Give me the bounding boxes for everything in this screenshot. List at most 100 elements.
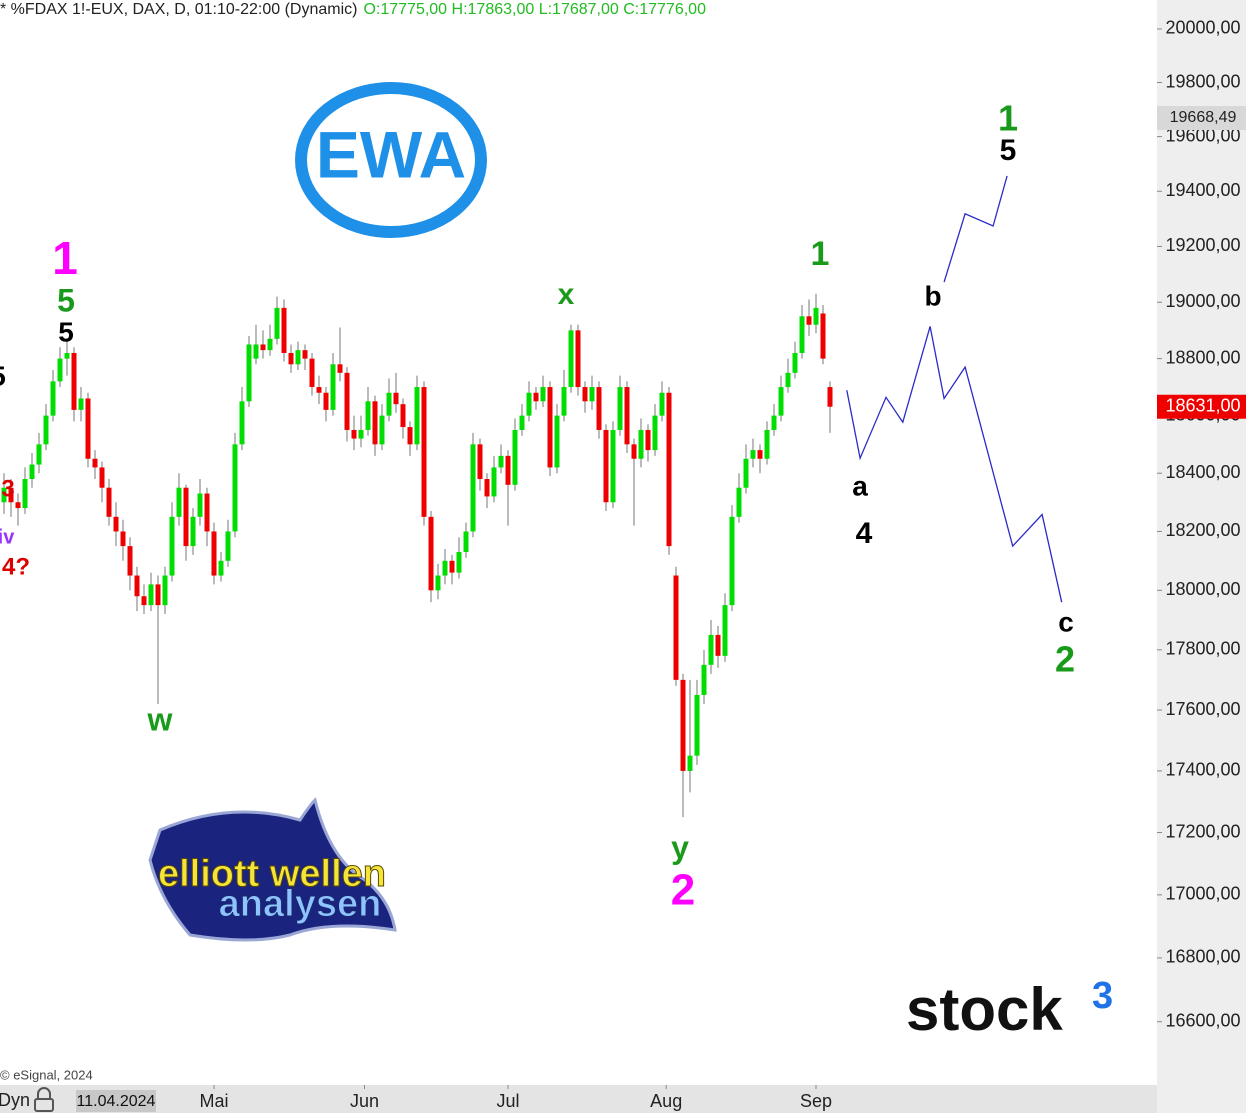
y-axis-panel <box>1157 0 1246 1113</box>
candle-body <box>197 493 203 517</box>
candle-body <box>190 516 196 547</box>
candle-body <box>666 392 672 547</box>
candle-body <box>337 364 343 373</box>
candle-body <box>624 387 630 445</box>
candle-body <box>778 387 784 416</box>
candle-body <box>596 387 602 430</box>
y-tick-label: 18200,00 <box>1165 520 1240 540</box>
ewa-flag-text: elliott wellen <box>158 853 386 895</box>
candle-body <box>561 387 567 416</box>
candle-body <box>442 560 448 576</box>
candle-body <box>295 350 301 365</box>
candle-body <box>169 516 175 576</box>
candle-body <box>22 479 28 509</box>
candle-body <box>379 415 385 445</box>
wave-label: 1 <box>998 98 1018 139</box>
x-tick-label: Aug <box>650 1091 682 1111</box>
candle-body <box>827 387 833 407</box>
candle-body <box>708 634 714 665</box>
candle-body <box>750 450 756 459</box>
candle-body <box>610 429 616 503</box>
candle-body <box>638 429 644 459</box>
candle-body <box>302 350 308 359</box>
candle-body <box>729 516 735 606</box>
wave-label: 2 <box>671 866 695 915</box>
wave-label: 5 <box>1000 134 1017 167</box>
mode-label: Dyn <box>0 1090 30 1110</box>
candle-body <box>463 531 469 552</box>
candle-body <box>547 387 553 468</box>
projection-line <box>846 175 1063 603</box>
candle-body <box>435 575 441 591</box>
candle-body <box>414 387 420 445</box>
y-tick-label: 19200,00 <box>1165 235 1240 255</box>
candle-body <box>813 307 819 325</box>
y-tick-label: 17400,00 <box>1165 760 1240 780</box>
candle-body <box>365 401 371 430</box>
candle-body <box>540 387 546 402</box>
y-tick-label: 17200,00 <box>1165 821 1240 841</box>
candle-body <box>603 429 609 503</box>
candle-body <box>484 479 490 497</box>
cursor-box <box>76 1090 156 1112</box>
y-tick-label: 17800,00 <box>1165 639 1240 659</box>
price-marker <box>1157 394 1246 419</box>
candle-body <box>218 560 224 576</box>
candle-body <box>631 444 637 459</box>
x-tick-label: Sep <box>800 1091 832 1111</box>
candle-body <box>344 372 350 430</box>
candle-body <box>428 516 434 591</box>
x-tick-label: Mai <box>199 1091 228 1111</box>
candle-body <box>148 584 154 606</box>
x-tick-label: Jul <box>496 1091 519 1111</box>
candle-body <box>491 467 497 497</box>
candle-body <box>85 398 91 459</box>
candle-body <box>533 392 539 402</box>
candle-body <box>78 398 84 410</box>
candle-body <box>701 664 707 695</box>
candle-body <box>106 487 112 517</box>
candle-body <box>449 560 455 573</box>
ewa-logo: EWA <box>295 82 487 238</box>
candle-body <box>141 596 147 606</box>
candle-body <box>155 584 161 606</box>
wave-label: 5 <box>57 282 75 318</box>
candle-body <box>183 487 189 547</box>
y-tick-label: 18000,00 <box>1165 579 1240 599</box>
candle-body <box>498 455 504 468</box>
candle-body <box>519 415 525 430</box>
candle-body <box>645 429 651 451</box>
candle-body <box>239 401 245 445</box>
ewa-flag-logo: elliott wellen analysen <box>148 797 397 942</box>
price-marker-label: 19668,49 <box>1170 109 1237 126</box>
wave-label: c <box>1058 606 1074 637</box>
candle-body <box>92 458 98 468</box>
price-marker-label: 18631,00 <box>1165 395 1240 415</box>
candle-body <box>71 352 77 410</box>
wave-label: y <box>671 829 689 865</box>
candle-body <box>470 444 476 532</box>
candle-body <box>204 493 210 532</box>
candle-body <box>127 546 133 576</box>
candle-body <box>554 415 560 468</box>
y-tick-label: 17600,00 <box>1165 699 1240 719</box>
candle-body <box>36 444 42 465</box>
candle-body <box>372 401 378 445</box>
candle-body <box>113 516 119 532</box>
candle-body <box>680 679 686 771</box>
candle-body <box>757 450 763 459</box>
candle-body <box>225 531 231 561</box>
wave-label: w <box>147 701 173 737</box>
candle-body <box>232 444 238 532</box>
candle-body <box>407 427 413 445</box>
wave-label: x <box>558 278 575 311</box>
ewa-text: EWA <box>316 117 466 191</box>
lock-icon[interactable] <box>34 1087 54 1112</box>
candle-body <box>351 429 357 439</box>
candle-body <box>526 392 532 416</box>
candle-body <box>120 531 126 547</box>
candle-body <box>659 392 665 416</box>
wave-label: 3 <box>1 475 14 502</box>
candle-body <box>15 502 21 509</box>
